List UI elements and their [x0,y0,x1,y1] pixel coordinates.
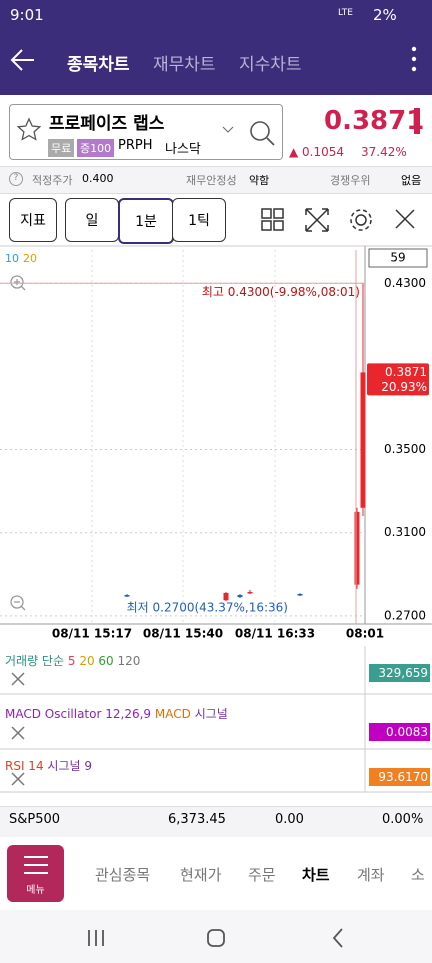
candle-count: 59 [390,251,405,265]
stock-name: 프로페이즈 랩스 [49,114,165,134]
price-tag-pct: 20.93% [381,380,427,394]
stock-tag: 증100 [77,139,115,157]
toolbar-icons[interactable] [258,204,428,236]
index-value: 6,373.45 [168,812,226,827]
system-buttons[interactable] [80,926,360,950]
price-bar [414,108,420,134]
x-tick-label: 08/11 16:33 [235,627,315,641]
macd-name: MACD [154,707,191,721]
info-label: 재무안정성 [186,174,237,187]
search-icons[interactable] [220,120,280,150]
low-label: 최저 0.2700(43.37%,16:36) [127,601,288,615]
candle-body [247,591,253,594]
rsi-tag: 93.6170 [369,768,430,786]
zoom-icons[interactable] [10,275,26,611]
period: 120 [117,654,141,668]
ma-label: 10 [5,252,19,265]
period-button[interactable]: 1분 [118,198,174,244]
y-tick-label: 0.3100 [384,525,426,539]
period-button[interactable]: 일 [65,198,119,242]
stock-price: 0.3871 [324,106,425,136]
bottom-tab[interactable]: 관심종목 [95,866,151,884]
bottom-tab[interactable]: 차트 [302,866,330,884]
stock-change-pct: 37.42% [361,145,407,159]
nav-tab[interactable]: 지수차트 [239,55,302,75]
status-battery: 2% [373,6,397,24]
price-tag [367,363,429,396]
panel-frame [0,646,432,793]
more-button[interactable] [408,44,420,76]
index-name: S&P500 [9,812,61,827]
period-button[interactable]: 1틱 [172,198,226,242]
menu-label: 메뉴 [26,885,45,896]
x-tick-label: 08:01 [346,627,384,641]
y-tick-label: 0.2700 [384,608,426,622]
macd-label: MACD Oscillator 12,26,9 MACD 시그널 [5,705,228,722]
back-button[interactable] [8,45,38,75]
stock-search[interactable] [9,104,283,160]
nav-tab[interactable]: 종목차트 [67,55,130,75]
info-label: 적정주가 [32,174,73,187]
period: 20 [79,654,95,668]
price-tag-value: 0.3871 [385,365,427,379]
candle-body [223,592,229,601]
menu-icon [24,856,48,874]
info-row [0,166,432,194]
favorite-star[interactable] [16,117,42,143]
index-change-pct: 0.00% [382,812,424,827]
volume-title: 거래량 단순 [5,654,65,668]
period: 60 [98,654,114,668]
high-label: 최고 0.4300(-9.98%,08:01) [202,285,360,299]
change-value: 0.1054 [302,145,345,159]
rsi-signal: 시그널 9 [47,759,92,773]
stock-market: 나스닥 [165,142,201,157]
candle-body [297,594,303,596]
bottom-tab[interactable]: 계좌 [357,866,385,884]
stock-change: ▲ 0.1054 [289,145,345,159]
x-tick-label: 08/11 15:17 [52,627,132,641]
status-network: LTE [338,8,353,18]
y-tick-label: 0.4300 [384,276,426,290]
candle-body [354,511,360,585]
stock-tag: 무료 [48,139,75,157]
info-value: 없음 [401,174,422,187]
volume-label: 거래량 단순 5 20 60 120 [5,652,140,669]
indicator-button[interactable]: 지표 [9,198,57,242]
bottom-tab[interactable]: 소 [411,866,425,884]
index-change: 0.00 [275,812,304,827]
status-time: 9:01 [10,6,44,24]
nav-tab[interactable]: 재무차트 [153,55,216,75]
candle-body [124,595,130,597]
info-value: 0.400 [82,172,114,185]
volume-tag: 329,659 [369,664,430,682]
candle-body [360,372,366,508]
candle-body [237,595,243,598]
bottom-tab[interactable]: 주문 [248,866,276,884]
signal-name: 시그널 [194,707,228,721]
help-icon[interactable]: ? [9,172,23,186]
count-box [368,248,428,268]
system-nav [0,910,432,963]
price-chart: 59 10 20 0.4300 0.3500 0.3100 0.2700 08/11 1… [0,245,432,641]
header [0,0,432,95]
index-row [0,806,432,837]
macd-title: MACD Oscillator 12,26,9 [5,707,152,721]
stock-ticker: PRPH [118,138,153,153]
rsi-title: RSI 14 [5,759,44,773]
macd-tag: 0.0083 [369,723,430,741]
info-label: 경쟁우위 [330,174,371,187]
period: 5 [67,654,76,668]
bottom-tab[interactable]: 현재가 [180,866,222,884]
info-value: 약함 [249,174,270,187]
y-tick-label: 0.3500 [384,442,426,456]
ma-label: 20 [23,252,37,265]
x-tick-label: 08/11 15:40 [143,627,223,641]
rsi-label: RSI 14 시그널 9 [5,757,92,774]
